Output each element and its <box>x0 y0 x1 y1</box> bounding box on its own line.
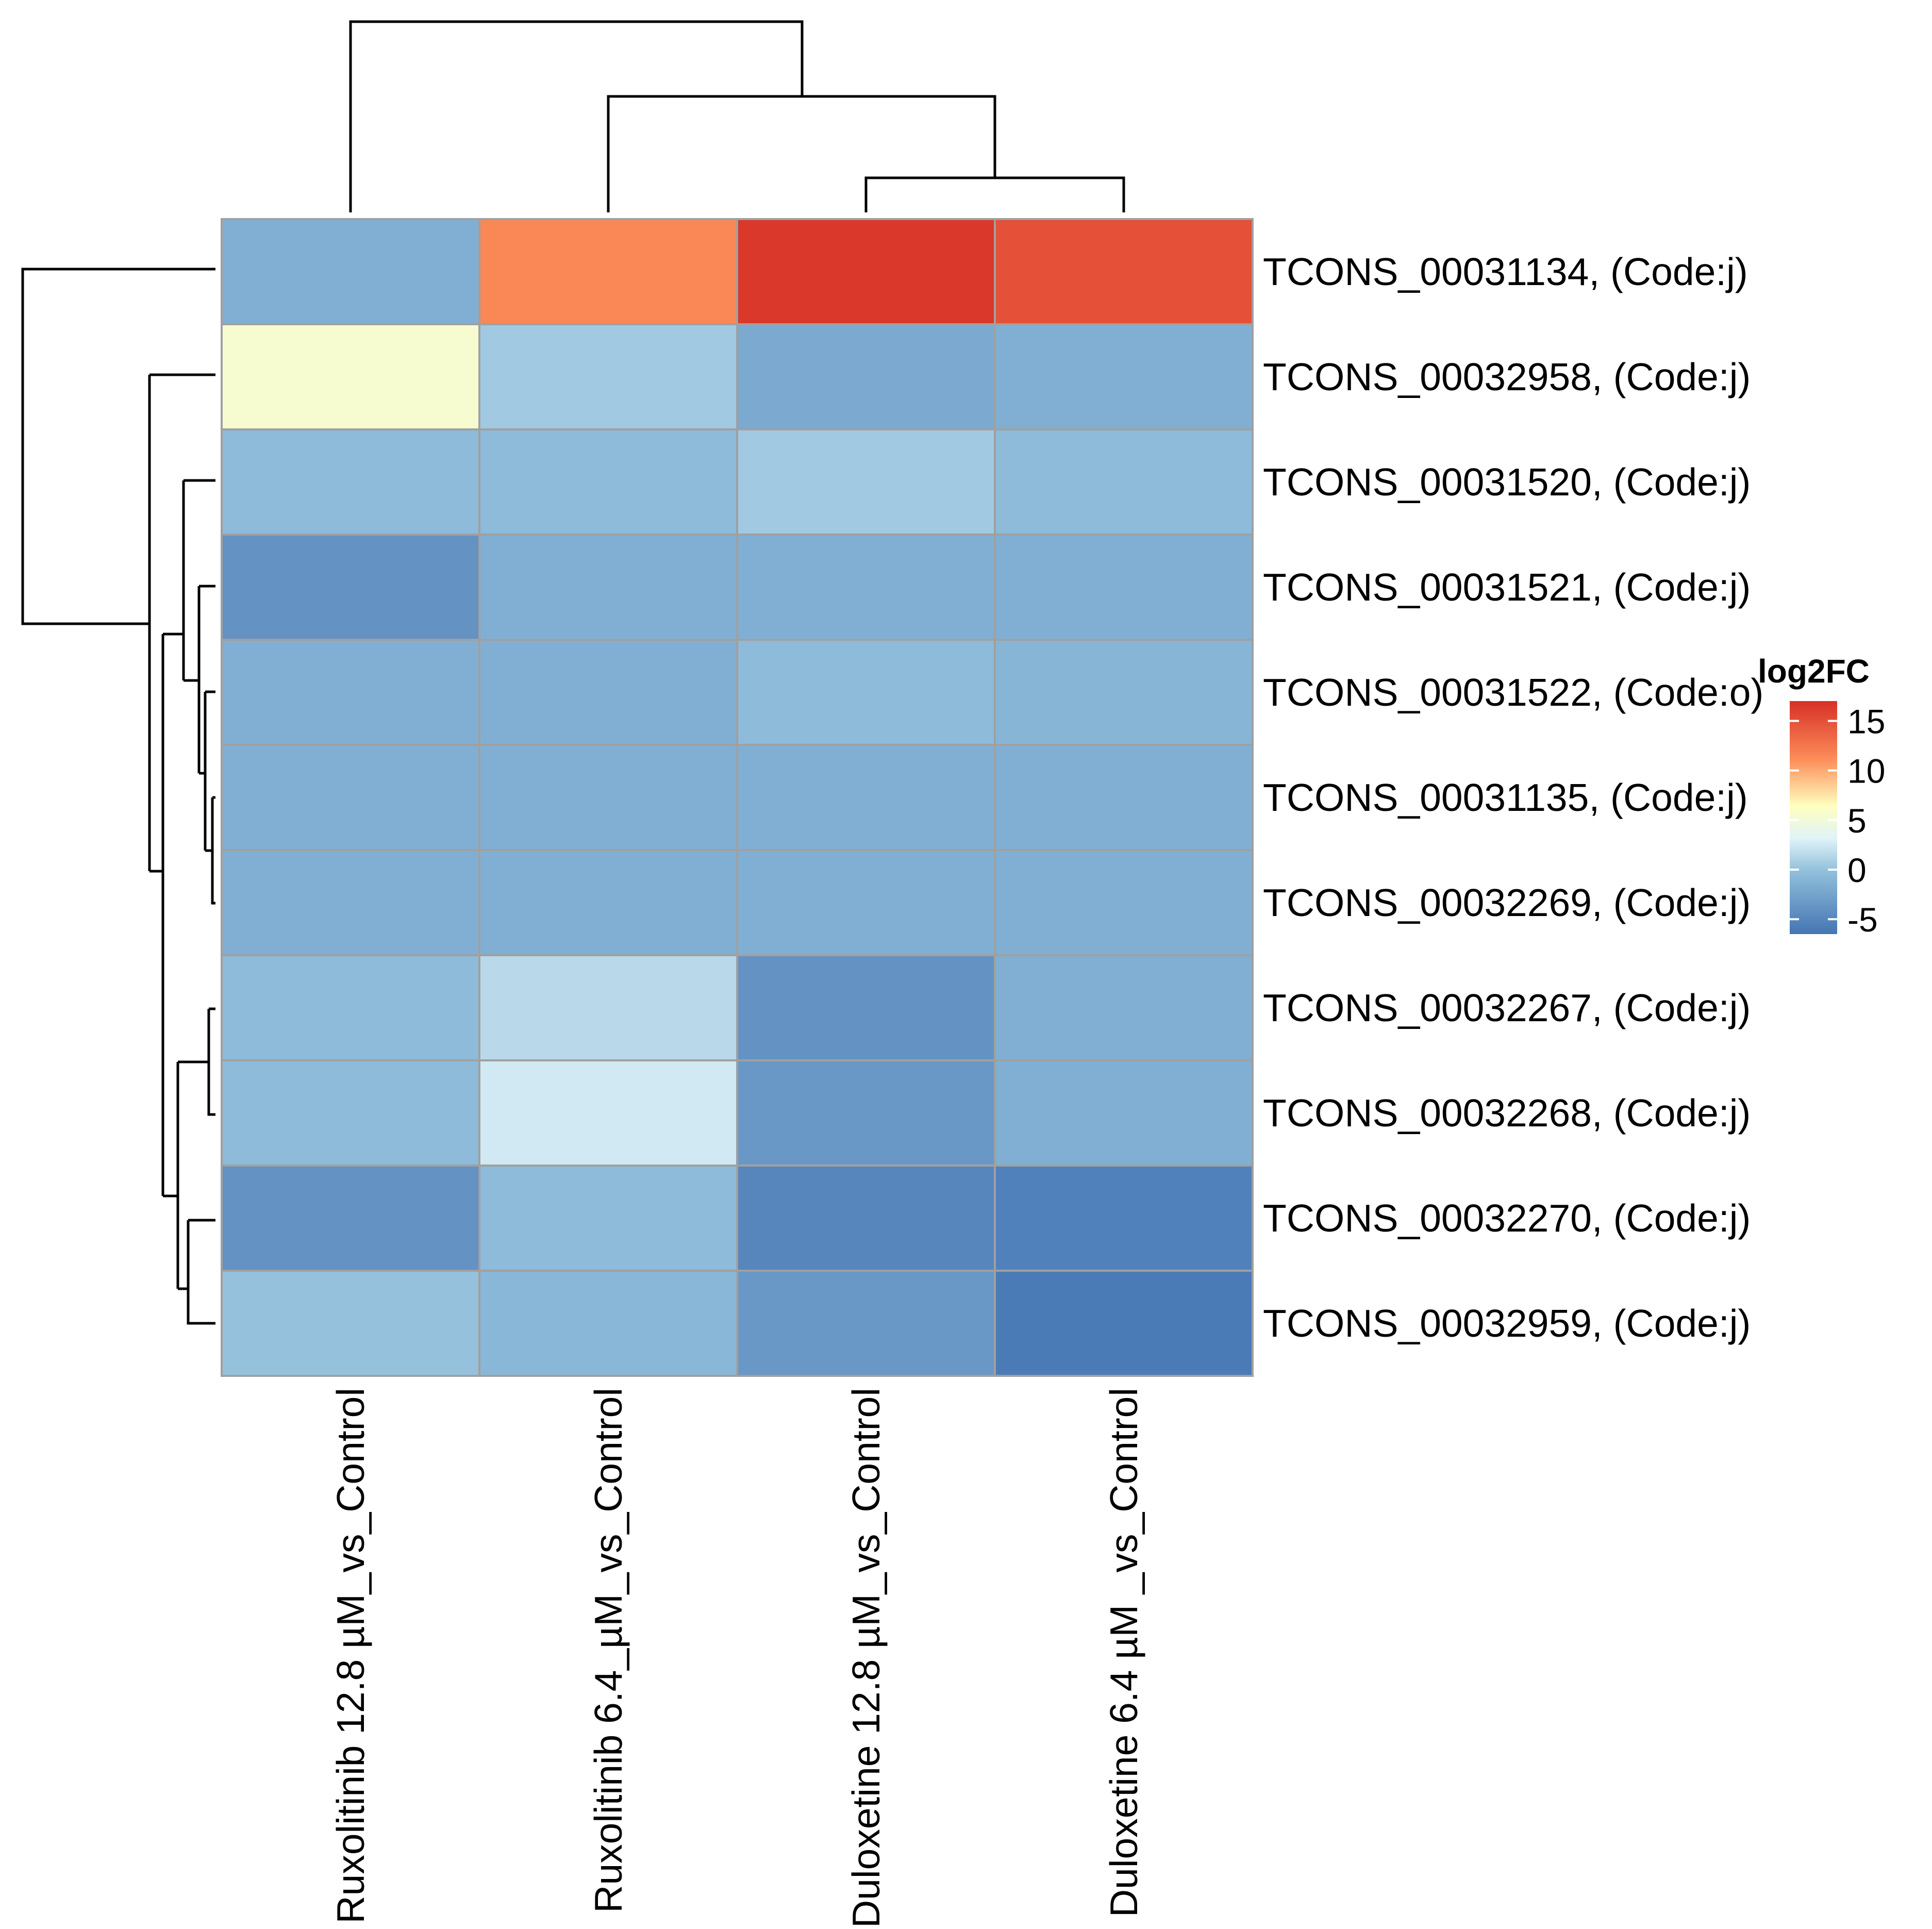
heatmap-cell <box>478 534 738 641</box>
heatmap-cell <box>736 954 996 1061</box>
heatmap-cell <box>478 1059 738 1167</box>
heatmap-cell <box>478 218 738 325</box>
legend-tick-label: 5 <box>1847 802 1867 840</box>
heatmap-cell <box>221 954 480 1061</box>
heatmap-cell <box>994 744 1254 851</box>
legend-tick-label: 0 <box>1847 851 1867 889</box>
heatmap-cell <box>736 849 996 956</box>
legend-tick-label: 10 <box>1847 752 1885 790</box>
heatmap-cell <box>478 744 738 851</box>
row-label: TCONS_00031135, (Code:j) <box>1263 776 1748 819</box>
heatmap-cell <box>478 428 738 536</box>
heatmap-cell <box>994 1059 1254 1167</box>
heatmap-cell <box>994 1165 1254 1272</box>
heatmap-cell <box>478 954 738 1061</box>
heatmap-cell <box>994 954 1254 1061</box>
heatmap-cell <box>994 534 1254 641</box>
row-labels: TCONS_00031134, (Code:j) TCONS_00032958, … <box>1263 250 1763 1345</box>
row-label: TCONS_00031522, (Code:o) <box>1263 671 1763 714</box>
row-label: TCONS_00032270, (Code:j) <box>1263 1196 1751 1240</box>
legend-color-bar <box>1790 701 1837 934</box>
column-labels: Ruxolitinib 12.8 µM_vs_Control Ruxolitini… <box>329 1388 1145 1928</box>
heatmap-cell <box>221 849 480 956</box>
heatmap-cell <box>221 1165 480 1272</box>
heatmap-cell <box>736 744 996 851</box>
heatmap-cell <box>736 428 996 536</box>
row-label: TCONS_00031520, (Code:j) <box>1263 460 1751 504</box>
heatmap-cell <box>478 1165 738 1272</box>
heatmap-cell <box>994 323 1254 430</box>
legend-title: log2FC <box>1758 653 1870 690</box>
heatmap-cell <box>736 639 996 746</box>
row-label: TCONS_00032269, (Code:j) <box>1263 881 1751 924</box>
row-label: TCONS_00032958, (Code:j) <box>1263 355 1751 398</box>
heatmap-cell <box>221 534 480 641</box>
row-label: TCONS_00032268, (Code:j) <box>1263 1091 1751 1135</box>
heatmap-cell <box>221 1270 480 1377</box>
heatmap-cell <box>736 534 996 641</box>
heatmap-cell <box>736 323 996 430</box>
heatmap-cell <box>736 1270 996 1377</box>
heatmap-cell <box>478 849 738 956</box>
heatmap-cell <box>478 639 738 746</box>
heatmap-cell <box>736 1165 996 1272</box>
heatmap-cell <box>994 428 1254 536</box>
legend-tick-label: -5 <box>1847 901 1878 939</box>
row-label: TCONS_00032959, (Code:j) <box>1263 1302 1751 1345</box>
column-label: Ruxolitinib 6.4_µM_vs_Control <box>587 1388 630 1913</box>
heatmap-cell <box>736 1059 996 1167</box>
heatmap-cell <box>221 639 480 746</box>
heatmap-cell <box>994 639 1254 746</box>
heatmap-cell <box>221 744 480 851</box>
column-label: Duloxetine 6.4 µM _vs_Control <box>1102 1388 1145 1917</box>
column-label: Duloxetine 12.8 µM_vs_Control <box>844 1388 888 1928</box>
row-label: TCONS_00031521, (Code:j) <box>1263 566 1751 609</box>
heatmap-cell <box>736 218 996 325</box>
heatmap-cell <box>478 1270 738 1377</box>
color-legend: log2FC 15 10 5 0 -5 <box>1758 653 1885 939</box>
heatmap-cell <box>994 218 1254 325</box>
heatmap-cell <box>221 1059 480 1167</box>
heatmap-cell <box>478 323 738 430</box>
heatmap-cells <box>221 218 1254 1377</box>
heatmap-cell <box>221 218 480 325</box>
row-dendrogram <box>21 268 215 1325</box>
column-dendrogram <box>349 20 1125 212</box>
legend-ticks: 15 10 5 0 -5 <box>1790 702 1885 939</box>
heatmap-cell <box>994 849 1254 956</box>
column-label: Ruxolitinib 12.8 µM_vs_Control <box>329 1388 372 1924</box>
heatmap-cell <box>994 1270 1254 1377</box>
heatmap-cell <box>221 323 480 430</box>
row-label: TCONS_00031134, (Code:j) <box>1263 250 1748 293</box>
legend-tick-label: 15 <box>1847 702 1885 740</box>
row-label: TCONS_00032267, (Code:j) <box>1263 986 1751 1029</box>
heatmap-cell <box>221 428 480 536</box>
